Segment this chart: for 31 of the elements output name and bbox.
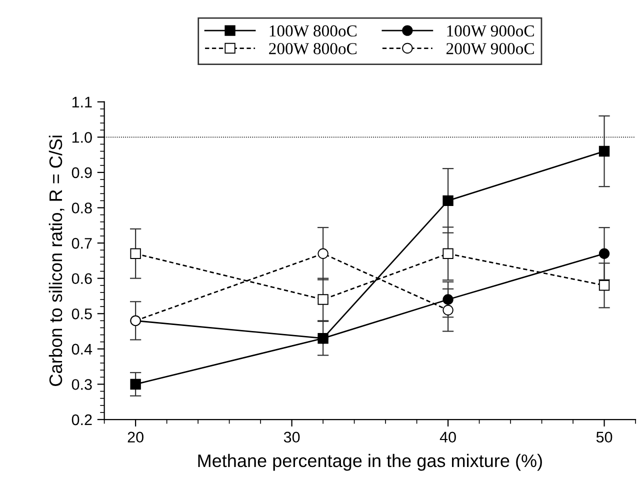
x-tick-label: 40 xyxy=(440,432,456,443)
legend-label: 100W 900oC xyxy=(447,25,534,37)
point xyxy=(442,248,454,259)
point xyxy=(598,248,610,259)
x-tick-label: 20 xyxy=(128,432,144,443)
y-axis-title: Carbon to silicon ratio, R = C/Si xyxy=(48,136,64,386)
point xyxy=(598,146,610,157)
y-tick-label: 0.2 xyxy=(72,414,92,426)
y-tick-label: 0.9 xyxy=(72,167,92,178)
y-tick-label: 0.6 xyxy=(72,273,92,284)
point xyxy=(130,248,141,259)
legend-label: 100W 800oC xyxy=(270,25,356,37)
point xyxy=(130,378,141,390)
y-tick-label: 0.7 xyxy=(72,238,92,249)
point xyxy=(318,248,328,259)
y-tick-label: 0.4 xyxy=(72,344,92,355)
x-tick-label: 30 xyxy=(284,432,300,443)
x-tick-label: 50 xyxy=(596,432,612,443)
legend-label: 200W 900oC xyxy=(446,43,534,54)
point xyxy=(442,294,454,305)
y-tick-label: 1.1 xyxy=(72,96,92,108)
y-tick-label: 0.5 xyxy=(72,308,92,320)
y-tick-label: 1.0 xyxy=(72,132,92,143)
point xyxy=(442,195,454,206)
legend-label: 200W 800oC xyxy=(269,43,356,54)
point xyxy=(318,294,328,305)
point xyxy=(598,280,610,291)
y-tick-label: 0.3 xyxy=(72,379,92,390)
y-tick-label: 0.8 xyxy=(72,202,92,214)
point xyxy=(442,304,454,316)
x-axis-title: Methane percentage in the gas mixture (%) xyxy=(198,454,542,471)
